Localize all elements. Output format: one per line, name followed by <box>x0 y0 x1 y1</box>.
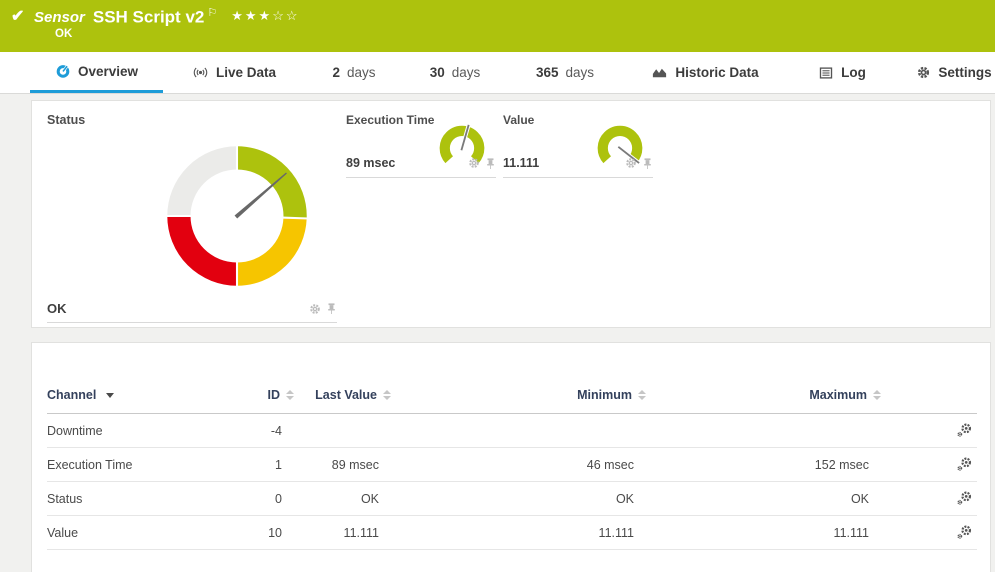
tab-2-days[interactable]: 2 days <box>325 52 383 93</box>
tab-live-data[interactable]: Live Data <box>186 52 282 93</box>
tab-bar: Overview Live Data 2 days 30 days 365 da… <box>0 52 995 94</box>
ok-check-icon: ✔ <box>11 8 25 25</box>
tab-365-days[interactable]: 365 days <box>528 52 602 93</box>
execution-time-gauge-title: Execution Time <box>346 113 435 127</box>
sort-desc-icon <box>106 392 115 398</box>
channel-minimum: 46 msec <box>586 457 634 472</box>
table-row: Execution Time 1 89 msec 46 msec 152 mse… <box>47 448 977 482</box>
tab-overview[interactable]: Overview <box>30 52 163 93</box>
gauge-settings-gear-icon[interactable] <box>468 157 480 169</box>
channel-settings-gears-icon[interactable] <box>956 456 973 473</box>
status-gauge-title: Status <box>47 113 86 127</box>
channel-name: Value <box>47 525 79 540</box>
sensor-header: ✔ Sensor SSH Script v2 ⚐ ★★★☆☆ OK <box>0 0 995 52</box>
gauges-panel: Status OK Execution Time <box>31 100 991 328</box>
channels-panel: Channel ID Last Value Minimum Maximum <box>31 342 991 572</box>
channel-last-value: 89 msec <box>331 457 379 472</box>
tab-number: 365 <box>535 65 559 80</box>
status-gauge-footer: OK <box>47 295 337 323</box>
tab-label: Log <box>841 65 866 80</box>
table-row: Value 10 11.111 11.111 11.111 <box>47 516 977 550</box>
channel-settings-gears-icon[interactable] <box>956 524 973 541</box>
sort-carets-icon <box>286 390 294 400</box>
tab-settings[interactable]: Settings <box>916 52 992 93</box>
channel-last-value: 11.111 <box>343 525 379 540</box>
column-header-id[interactable]: ID <box>247 388 294 402</box>
tab-label: Live Data <box>215 65 277 80</box>
tab-number: 2 <box>332 65 340 80</box>
channel-minimum: 11.111 <box>598 525 634 540</box>
channel-id: -4 <box>270 423 282 438</box>
gauge-settings-gear-icon[interactable] <box>309 303 321 315</box>
channel-id: 0 <box>275 491 282 506</box>
status-gauge-value: OK <box>47 301 67 316</box>
pin-icon[interactable] <box>485 157 496 170</box>
channel-last-value: OK <box>360 491 379 506</box>
gear-icon <box>918 66 930 79</box>
status-gauge-needle <box>234 172 287 219</box>
sensor-name: SSH Script v2 <box>92 7 205 27</box>
status-gauge <box>165 144 309 288</box>
object-type-label: Sensor <box>34 9 85 27</box>
flag-icon[interactable]: ⚐ <box>207 7 218 19</box>
channel-minimum: OK <box>615 491 634 506</box>
table-row: Status 0 OK OK OK <box>47 482 977 516</box>
channel-name: Downtime <box>47 423 103 438</box>
column-header-channel[interactable]: Channel <box>47 388 247 402</box>
column-header-maximum[interactable]: Maximum <box>646 388 881 402</box>
priority-stars[interactable]: ★★★☆☆ <box>231 8 300 24</box>
pin-icon[interactable] <box>326 302 337 315</box>
value-gauge <box>597 125 643 166</box>
gauge-icon <box>56 65 70 78</box>
tab-30-days[interactable]: 30 days <box>422 52 488 93</box>
channel-id: 10 <box>268 525 282 540</box>
channel-name: Execution Time <box>47 457 133 472</box>
execution-time-gauge-value: 89 msec <box>346 156 396 170</box>
sort-carets-icon <box>383 390 391 400</box>
tab-log[interactable]: Log <box>818 52 866 93</box>
channel-name: Status <box>47 491 83 506</box>
channel-id: 1 <box>275 457 282 472</box>
execution-time-gauge <box>439 123 485 164</box>
sort-carets-icon <box>873 390 881 400</box>
value-gauge-footer: 11.111 <box>503 149 653 178</box>
channel-settings-gears-icon[interactable] <box>956 490 973 507</box>
broadcast-icon <box>193 67 208 78</box>
tab-label: Settings <box>938 65 992 80</box>
channel-table: Channel ID Last Value Minimum Maximum <box>47 377 977 550</box>
sensor-status-text: OK <box>55 28 73 40</box>
value-gauge-needle <box>616 144 642 166</box>
tab-label: Overview <box>77 63 139 79</box>
column-header-last-value[interactable]: Last Value <box>294 388 391 402</box>
channel-settings-gears-icon[interactable] <box>956 422 973 439</box>
execution-time-gauge-footer: 89 msec <box>346 149 496 178</box>
tab-number: 30 <box>429 65 445 80</box>
table-header-row: Channel ID Last Value Minimum Maximum <box>47 377 977 414</box>
channel-maximum: OK <box>850 491 869 506</box>
area-chart-icon <box>653 68 667 78</box>
pin-icon[interactable] <box>642 157 653 170</box>
channel-maximum: 11.111 <box>833 525 869 540</box>
tab-unit: days <box>451 65 481 80</box>
tab-label: Historic Data <box>675 65 759 80</box>
tab-historic-data[interactable]: Historic Data <box>645 52 765 93</box>
column-header-minimum[interactable]: Minimum <box>391 388 646 402</box>
sort-carets-icon <box>638 390 646 400</box>
value-gauge-value: 11.111 <box>503 156 540 170</box>
log-icon <box>819 66 833 79</box>
tab-unit: days <box>346 65 376 80</box>
gauge-settings-gear-icon[interactable] <box>625 157 637 169</box>
value-gauge-title: Value <box>503 113 535 127</box>
channel-maximum: 152 msec <box>814 457 869 472</box>
tab-unit: days <box>565 65 595 80</box>
execution-time-gauge-needle <box>459 123 471 152</box>
table-row: Downtime -4 <box>47 414 977 448</box>
